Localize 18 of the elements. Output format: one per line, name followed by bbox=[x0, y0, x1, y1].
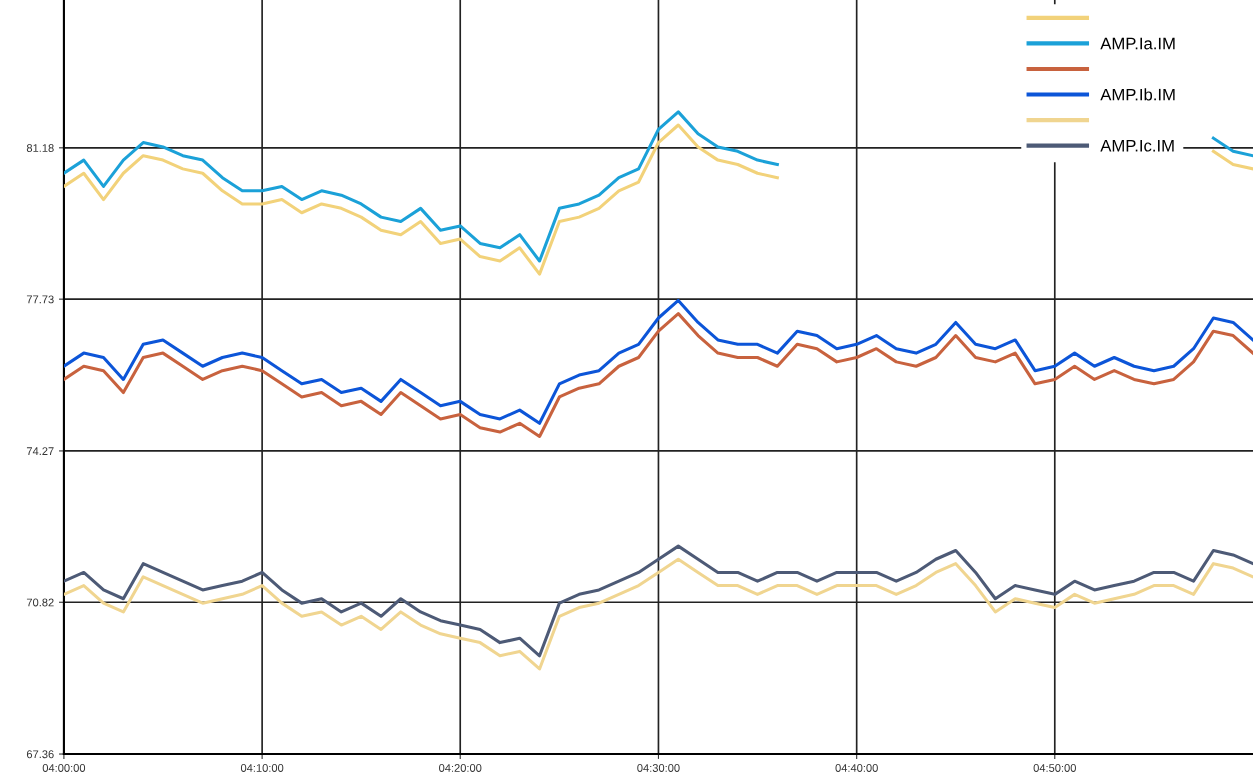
line-series bbox=[63, 298, 1253, 425]
legend-label: AMP.Ib.IM bbox=[1100, 88, 1175, 101]
x-tick-label: 04:20:00 bbox=[439, 764, 482, 772]
line-series bbox=[63, 557, 1253, 671]
y-tick-label: 81.18 bbox=[26, 144, 54, 152]
x-tick-label: 04:40:00 bbox=[835, 764, 878, 772]
x-tick-label: 04:10:00 bbox=[240, 764, 284, 772]
y-tick-label: 77.73 bbox=[26, 295, 54, 304]
legend-label: AMP.Ia.IM bbox=[1100, 37, 1175, 50]
legend-label: AMP.Ic.IM bbox=[1100, 139, 1174, 152]
y-tick-label: 67.36 bbox=[26, 750, 54, 759]
x-tick-label: 04:50:00 bbox=[1033, 764, 1076, 772]
x-tick-label: 04:00:00 bbox=[42, 764, 86, 772]
x-tick-label: 04:30:00 bbox=[637, 764, 680, 772]
line-series bbox=[63, 544, 1253, 658]
line-series bbox=[63, 312, 1253, 438]
y-tick-label: 74.27 bbox=[26, 447, 54, 455]
y-tick-label: 70.82 bbox=[26, 598, 54, 607]
